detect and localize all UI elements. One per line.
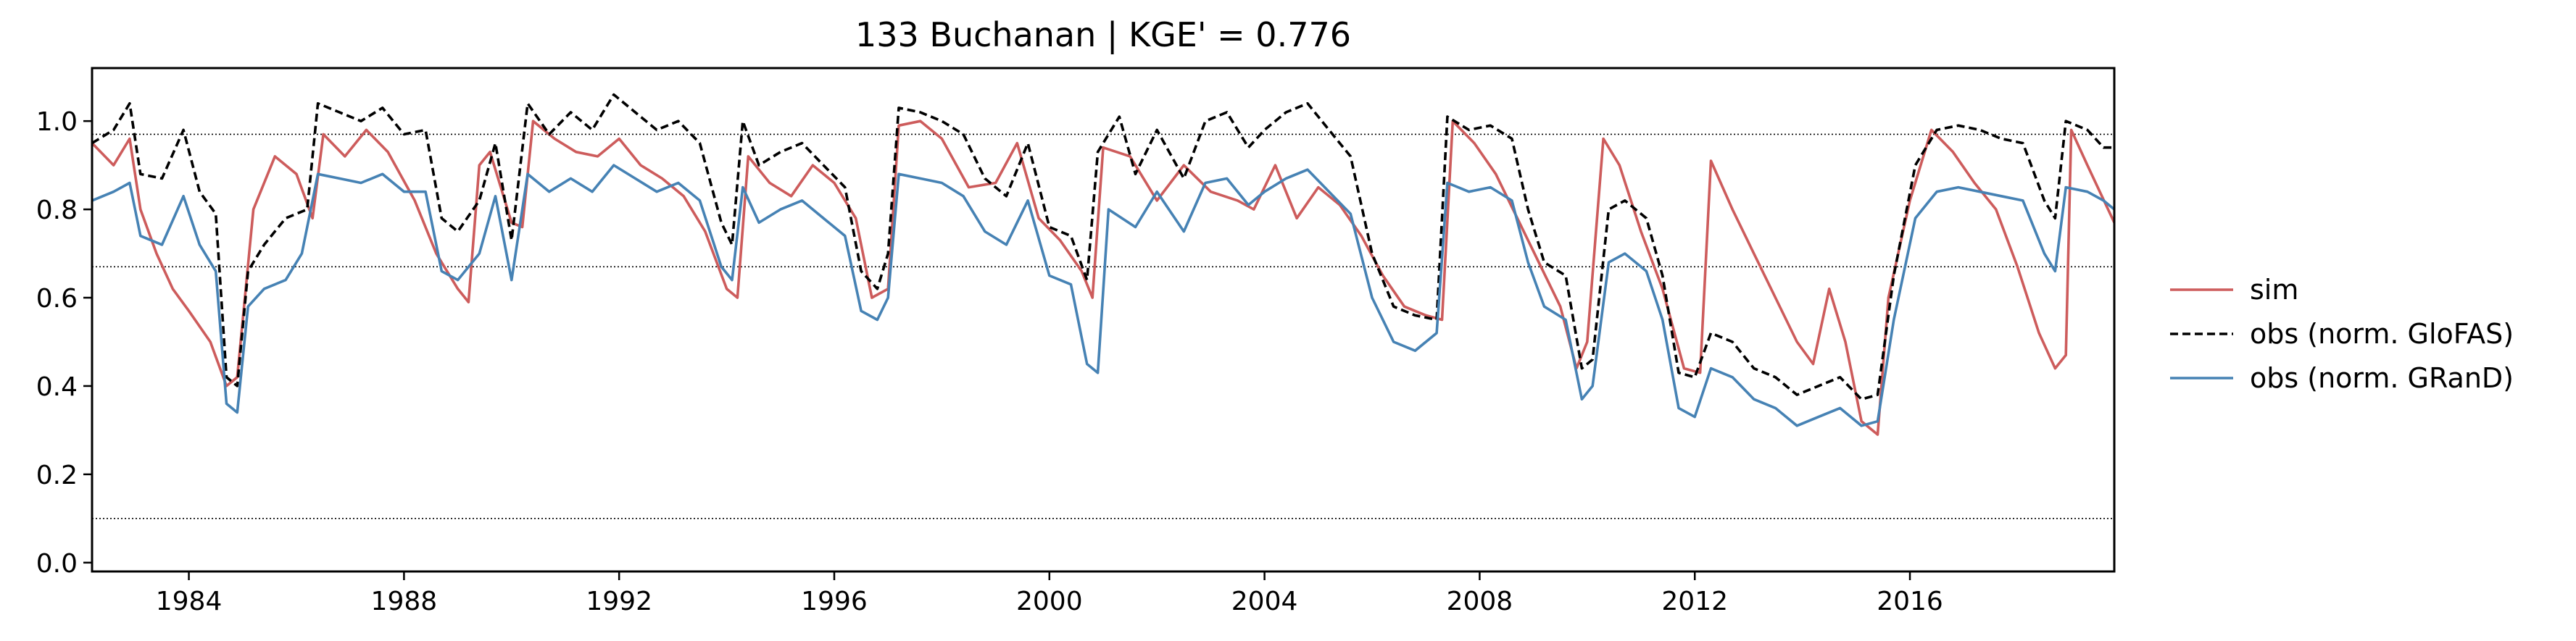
legend-label-0: sim <box>2250 274 2298 306</box>
x-axis: 1984 1988 1992 1996 2000 2004 2008 2012 2016 <box>156 571 1943 616</box>
y-axis: 0.0 0.2 0.4 0.6 0.8 1.0 <box>36 107 92 579</box>
y-tick-label: 0.2 <box>36 461 78 490</box>
plot-area <box>91 67 2116 573</box>
y-tick-label: 0.4 <box>36 372 78 402</box>
x-tick-label: 1988 <box>371 587 438 616</box>
y-tick-label: 0.6 <box>36 284 78 314</box>
legend-label-2: obs (norm. GRanD) <box>2250 362 2514 394</box>
y-tick-label: 1.0 <box>36 107 78 137</box>
x-tick-label: 2000 <box>1016 587 1083 616</box>
x-tick-label: 2012 <box>1661 587 1728 616</box>
chart-title: 133 Buchanan | KGE' = 0.776 <box>855 15 1351 55</box>
chart-legend: sim obs (norm. GloFAS) obs (norm. GRanD) <box>2170 274 2514 394</box>
x-tick-label: 1984 <box>156 587 223 616</box>
x-tick-label: 2008 <box>1447 587 1513 616</box>
legend-label-1: obs (norm. GloFAS) <box>2250 318 2514 350</box>
series-line-1 <box>91 93 2114 401</box>
y-tick-label: 0.0 <box>36 549 78 579</box>
plot-frame <box>91 67 2116 573</box>
series-line-2 <box>91 164 2116 427</box>
x-tick-label: 2004 <box>1231 587 1298 616</box>
x-tick-label: 1992 <box>586 587 652 616</box>
x-tick-label: 2016 <box>1877 587 1943 616</box>
x-tick-label: 1996 <box>801 587 868 616</box>
y-tick-label: 0.8 <box>36 196 78 225</box>
